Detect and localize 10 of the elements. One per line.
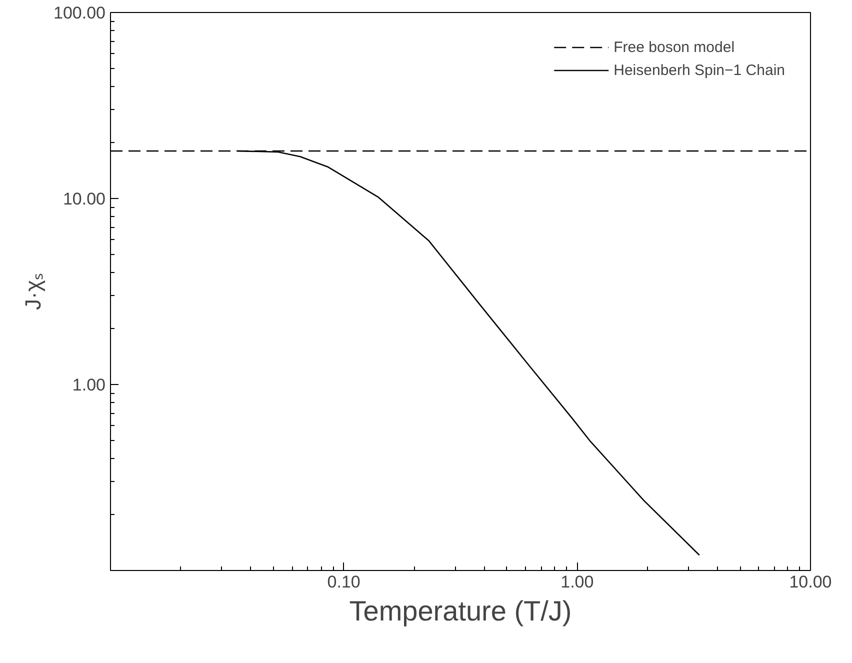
x-tick-label: 10.00 [789,572,832,592]
x-tick-label: 1.00 [560,572,594,592]
legend-label: Free boson model [614,38,735,56]
x-axis-title: Temperature (T/J) [349,596,572,626]
y-axis-title: J·χₛ [20,273,46,310]
y-tick-label: 1.00 [72,376,106,394]
legend-label: Heisenberh Spin−1 Chain [614,62,785,78]
y-tick-label: 10.00 [62,190,106,208]
y-tick-label: 100.00 [54,4,106,22]
x-tick-label: 0.10 [327,572,360,592]
